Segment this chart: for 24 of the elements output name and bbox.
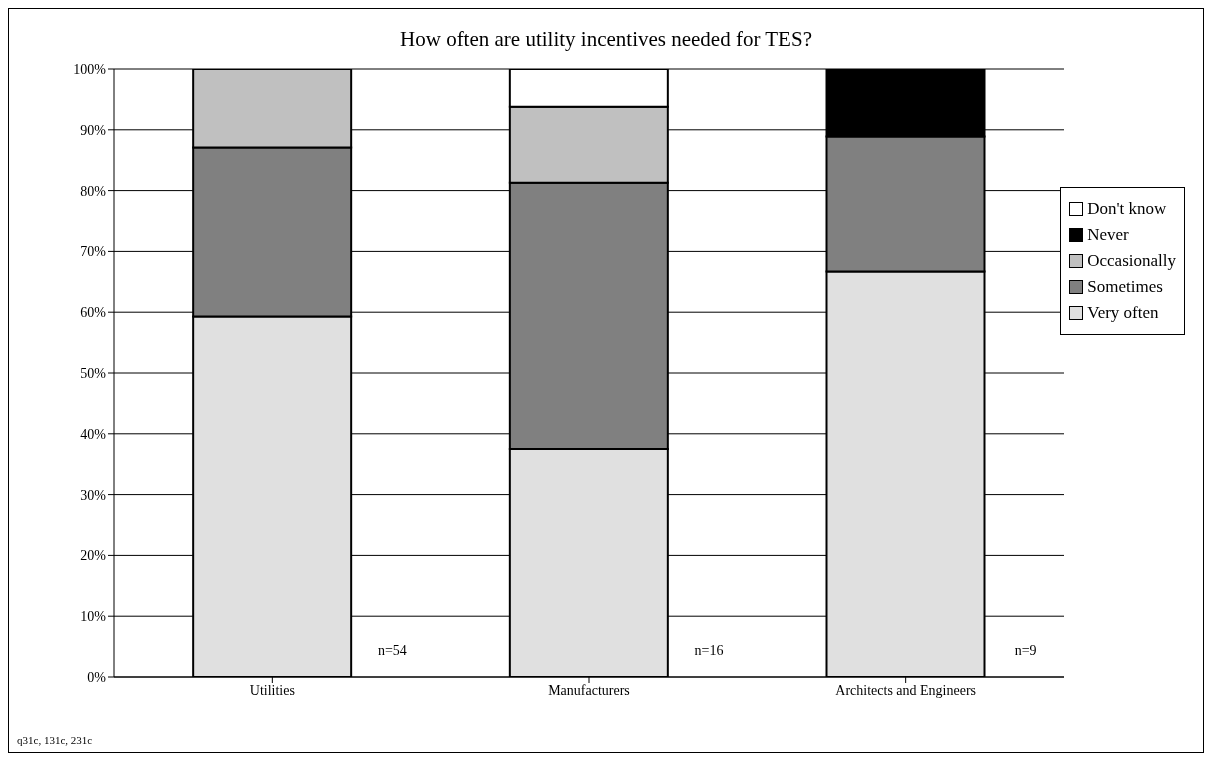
- y-tick-label: 0%: [87, 669, 107, 685]
- y-tick-label: 70%: [80, 244, 107, 260]
- x-tick-label: Manufacturers: [548, 682, 630, 698]
- legend-label: Sometimes: [1087, 276, 1163, 298]
- legend-label: Don't know: [1087, 198, 1167, 220]
- y-tick-label: 60%: [80, 305, 107, 321]
- text: q31c, 131c, 231c: [17, 734, 93, 746]
- chart-title: How often are utility incentives needed for TES?: [399, 27, 813, 52]
- legend-label: Never: [1087, 224, 1129, 246]
- y-tick-label: 50%: [80, 365, 107, 381]
- y-tick-label: 40%: [80, 426, 107, 442]
- y-tick-label: 30%: [80, 487, 107, 503]
- annotation: n=54: [377, 643, 407, 658]
- y-tick-label: 80%: [80, 183, 107, 199]
- annotation: n=16: [694, 643, 724, 658]
- legend-label: Very often: [1087, 302, 1159, 324]
- x-tick-label: Utilities: [249, 682, 295, 698]
- y-tick-label: 90%: [80, 122, 107, 138]
- legend-label: Occasionally: [1087, 250, 1176, 272]
- y-tick-label: 20%: [80, 548, 107, 564]
- y-tick-label: 100%: [73, 61, 107, 77]
- x-tick-label: Architects and Engineers: [835, 682, 977, 698]
- y-tick-label: 10%: [80, 609, 107, 625]
- annotation: n=9: [1014, 643, 1037, 658]
